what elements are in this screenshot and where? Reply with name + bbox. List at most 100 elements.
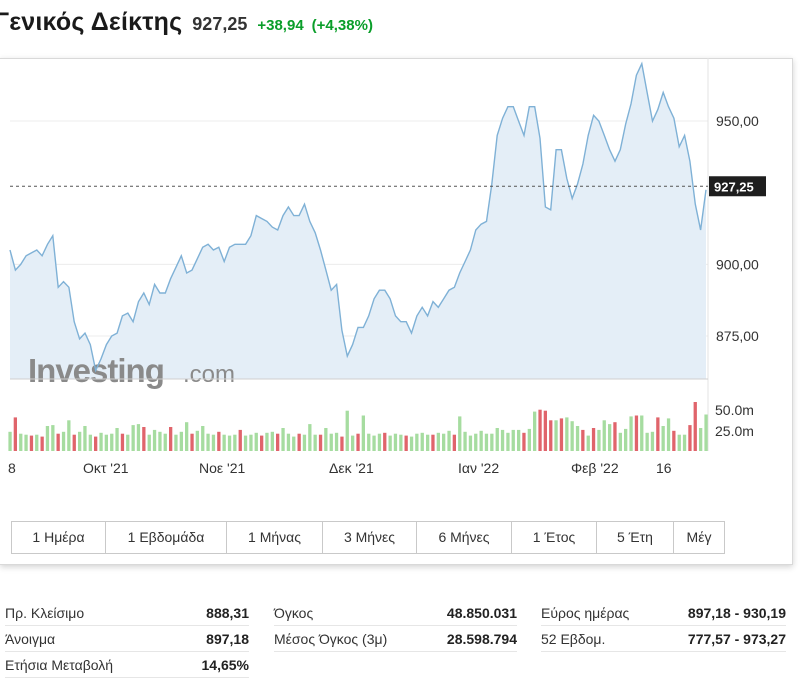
volume-bar [88, 434, 92, 451]
volume-bar [570, 421, 574, 451]
x-tick-label: Φεβ '22 [571, 460, 619, 476]
tab-max[interactable]: Μέγ [686, 529, 712, 545]
volume-bar [265, 432, 269, 451]
volume-bar [372, 435, 376, 451]
tab-1-month[interactable]: 1 Μήνας [227, 522, 323, 553]
volume-bar [110, 433, 114, 451]
volume-bar [361, 415, 365, 451]
volume-bar [179, 431, 183, 451]
volume-bar [559, 418, 564, 451]
volume-bar [126, 434, 130, 451]
current-price-box [709, 176, 766, 197]
volume-bar [356, 433, 360, 451]
tab-6-months[interactable]: 6 Μήνες [417, 522, 512, 553]
y-tick-label: 950,00 [716, 113, 759, 129]
volume-bar [67, 420, 71, 451]
stats-column-1: Πρ. Κλείσιμο 888,31 Άνοιγμα 897,18 Ετήσια … [5, 600, 249, 678]
volume-bar [409, 436, 414, 451]
volume-axis: 50.0m 25.0m [715, 402, 754, 439]
current-price-label: 927,25 [714, 179, 754, 194]
investing-watermark: Investing .com [28, 352, 235, 389]
volume-bar [45, 426, 50, 451]
volume-bar [367, 433, 371, 451]
volume-bar [650, 431, 655, 451]
volume-bar [190, 433, 194, 451]
quote-header: Γενικός Δείκτης 927,25 +38,94 (+4,38%) [0, 8, 373, 44]
volume-bar [13, 417, 17, 451]
volume-bar [645, 432, 649, 451]
stats-column-3: Εύρος ημέρας 897,18 - 930,19 52 Εβδομ. 777… [541, 600, 786, 652]
volume-bar [495, 428, 499, 451]
volume-bar [211, 434, 216, 451]
volume-bar [426, 434, 430, 451]
volume-bar [217, 431, 221, 451]
volume-bar [8, 431, 12, 451]
volume-bar [72, 434, 76, 451]
stat-value: 28.598.794 [446, 630, 517, 647]
volume-bar [345, 410, 349, 451]
x-axis: 8 Οκτ '21 Νοε '21 Δεκ '21 Ιαν '22 Φεβ '2… [8, 460, 672, 476]
stat-label: Άνοιγμα [5, 630, 56, 647]
price-chart[interactable]: Investing .com 875,00 900,00 950,00 927,25… [0, 58, 792, 478]
volume-bar [699, 428, 703, 451]
volume-bar [281, 428, 285, 451]
stats-column-2: Όγκος 48.850.031 Μέσος Όγκος (3μ) 28.598.7… [274, 600, 517, 652]
tab-3-months[interactable]: 3 Μήνες [323, 522, 417, 553]
volume-bar [575, 426, 580, 451]
volume-bar [527, 428, 531, 451]
volume-bar [351, 435, 355, 451]
volume-bar [420, 432, 424, 451]
volume-bar [634, 415, 639, 451]
volume-bar [602, 420, 606, 451]
volume-bar [131, 425, 135, 451]
volume-bar [169, 427, 173, 451]
stat-label: Μέσος Όγκος (3μ) [274, 630, 388, 647]
x-tick-label: 8 [8, 460, 16, 476]
volume-bar [388, 435, 392, 451]
volume-bar [479, 430, 483, 451]
stat-value: 888,31 [206, 604, 249, 621]
tab-1-year[interactable]: 1 Έτος [512, 522, 597, 553]
volume-bar [297, 433, 301, 451]
tab-1-week[interactable]: 1 Εβδομάδα [106, 522, 227, 553]
volume-bar [447, 430, 451, 451]
x-tick-label: Οκτ '21 [83, 460, 129, 476]
stat-value: 897,18 - 930,19 [687, 604, 786, 621]
watermark-suffix: .com [183, 361, 235, 388]
volume-bar [142, 427, 146, 451]
volume-bar [377, 433, 382, 451]
volume-bar [276, 433, 280, 451]
volume-bar [586, 435, 590, 451]
stat-prev-close: Πρ. Κλείσιμο 888,31 [5, 600, 249, 626]
volume-bar [29, 435, 34, 451]
volume-bar [78, 431, 82, 451]
price-line [9, 61, 707, 373]
volume-bar [94, 436, 98, 451]
volume-bar [490, 433, 494, 451]
price-change: +38,94 [257, 17, 304, 34]
volume-bar [624, 428, 628, 451]
volume-bar [233, 434, 237, 451]
volume-bar [195, 430, 199, 451]
volume-bar [302, 434, 307, 451]
volume-bar [340, 436, 344, 451]
volume-bar [431, 434, 435, 451]
volume-bar [249, 434, 253, 451]
last-price: 927,25 [192, 14, 248, 34]
x-tick-label: Νοε '21 [199, 460, 245, 476]
volume-bar [399, 434, 403, 451]
volume-bar [308, 424, 312, 451]
tab-5-years[interactable]: 5 Έτη [597, 522, 674, 553]
volume-bar [152, 429, 157, 451]
volume-bar [174, 434, 178, 451]
volume-bar [666, 418, 671, 451]
tab-1-day[interactable]: 1 Ημέρα [12, 522, 106, 553]
volume-bar [581, 429, 585, 451]
volume-bar [383, 432, 387, 451]
stat-open: Άνοιγμα 897,18 [5, 626, 249, 652]
volume-bar [549, 420, 553, 451]
volume-bar [618, 432, 622, 451]
volume-bar [565, 417, 569, 451]
volume-bar [324, 428, 328, 451]
time-range-tabs: 1 Ημέρα 1 Εβδομάδα 1 Μήνας 3 Μήνες 6 Μήν… [11, 521, 725, 554]
